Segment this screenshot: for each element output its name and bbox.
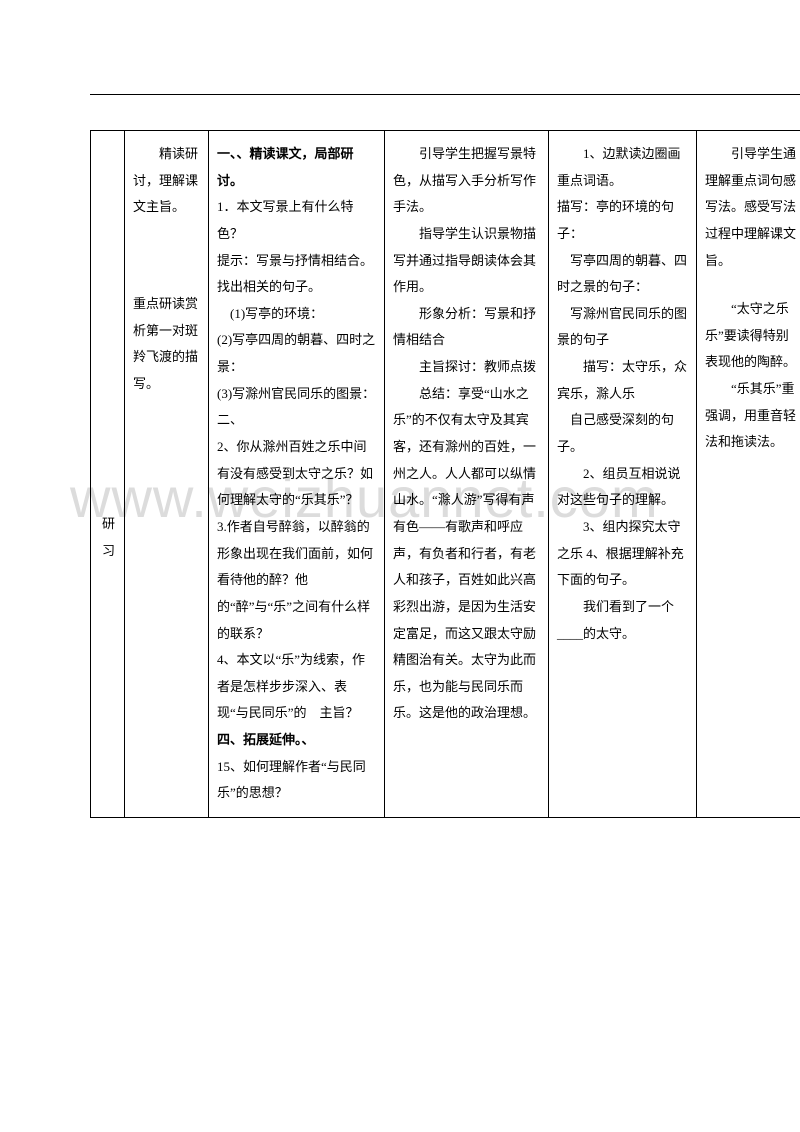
s9: 我们看到了一个____的太守。 xyxy=(557,594,690,647)
n1b: 理解重点词句感 xyxy=(705,168,800,195)
n1a: 引导学生通 xyxy=(705,141,800,168)
n3c: 法和拖读法。 xyxy=(705,429,800,456)
guide-1: 引导学生把握写景特色，从描写入手分析写作手法。 xyxy=(393,141,542,221)
table-row: 研 习 精读研讨，理解课文主旨。 重点研读赏析第一对斑羚飞渡的描写。 一、、精读… xyxy=(91,131,800,818)
s5: 描写：太守乐，众宾乐，滁人乐 xyxy=(557,354,690,407)
section-label-cell: 研 习 xyxy=(91,131,125,818)
s2: 描写：亭的环境的句子： xyxy=(557,194,690,247)
teacher-activity-cell: 一、、精读课文，局部研讨。 1．本文写景上有什么特色？ 提示：写景与抒情相结合。… xyxy=(209,131,385,818)
guide-4: 主旨探讨：教师点拨 xyxy=(393,354,542,381)
heading-1: 一、、精读课文，局部研讨。 xyxy=(217,141,378,194)
guide-5: 总结：享受“山水之乐”的不仅有太守及其宾客，还有滁州的百姓，一州之人。人人都可以… xyxy=(393,381,542,727)
n2c: 表现他的陶醉。 xyxy=(705,349,800,376)
n1c: 写法。感受写法 xyxy=(705,194,800,221)
notes-cell: 引导学生通 理解重点词句感 写法。感受写法 过程中理解课文 旨。 “太守之乐 乐… xyxy=(697,131,800,818)
item-3b: 二、 xyxy=(217,407,378,434)
student-activity-cell: 1、边默读边圈画重点词语。 描写：亭的环境的句子： 写亭四周的朝暮、四时之景的句… xyxy=(549,131,697,818)
hint: 提示：写景与抒情相结合。找出相关的句子。 xyxy=(217,248,378,301)
guidance-cell: 引导学生把握写景特色，从描写入手分析写作手法。 指导学生认识景物描写并通过指导朗… xyxy=(385,131,549,818)
page: www.weizhuannet.com 研 习 精读研讨，理解课文主旨。 重点研… xyxy=(0,0,800,1132)
q3: 3.作者自号醉翁，以醉翁的形象出现在我们面前，如何看待他的醉？他的“醉”与“乐”… xyxy=(217,514,378,647)
guide-3: 形象分析：写景和抒情相结合 xyxy=(393,301,542,354)
n1d: 过程中理解课文 xyxy=(705,221,800,248)
heading-4: 四、拓展延伸。、 xyxy=(217,727,378,754)
n2a: “太守之乐 xyxy=(705,296,800,323)
focus-text: 重点研读赏析第一对斑羚飞渡的描写。 xyxy=(133,291,202,398)
s4: 写滁州官民同乐的图景的句子 xyxy=(557,301,690,354)
n3a: “乐其乐”重 xyxy=(705,376,800,403)
s3: 写亭四周的朝暮、四时之景的句子： xyxy=(557,248,690,301)
n3b: 强调，用重音轻 xyxy=(705,403,800,430)
header-rule xyxy=(90,94,800,95)
item-1: (1)写亭的环境： xyxy=(217,301,378,328)
lesson-plan-table: 研 习 精读研讨，理解课文主旨。 重点研读赏析第一对斑羚飞渡的描写。 一、、精读… xyxy=(90,130,800,818)
guide-2: 指导学生认识景物描写并通过指导朗读体会其作用。 xyxy=(393,221,542,301)
q2: 2、你从滁州百姓之乐中间有没有感受到太守之乐？如何理解太守的“乐其乐”？ xyxy=(217,434,378,514)
q4: 4、本文以“乐”为线索，作者是怎样步步深入、表现“与民同乐”的 主旨？ xyxy=(217,647,378,727)
q15: 15、如何理解作者“与民同乐”的思想？ xyxy=(217,754,378,807)
objectives-cell: 精读研讨，理解课文主旨。 重点研读赏析第一对斑羚飞渡的描写。 xyxy=(125,131,209,818)
s6: 自己感受深刻的句子。 xyxy=(557,407,690,460)
s8: 3、组内探究太守之乐 4、根据理解补充下面的句子。 xyxy=(557,514,690,594)
item-3: (3)写滁州官民同乐的图景： xyxy=(217,381,378,408)
n1e: 旨。 xyxy=(705,248,800,275)
item-2: (2)写亭四周的朝暮、四时之景： xyxy=(217,327,378,380)
section-label-2: 习 xyxy=(99,538,118,565)
n2b: 乐”要读得特别 xyxy=(705,323,800,350)
s1: 1、边默读边圈画重点词语。 xyxy=(557,141,690,194)
objective-text: 精读研讨，理解课文主旨。 xyxy=(133,141,202,221)
q1: 1．本文写景上有什么特色？ xyxy=(217,194,378,247)
s7: 2、组员互相说说对这些句子的理解。 xyxy=(557,461,690,514)
section-label-1: 研 xyxy=(99,511,118,538)
